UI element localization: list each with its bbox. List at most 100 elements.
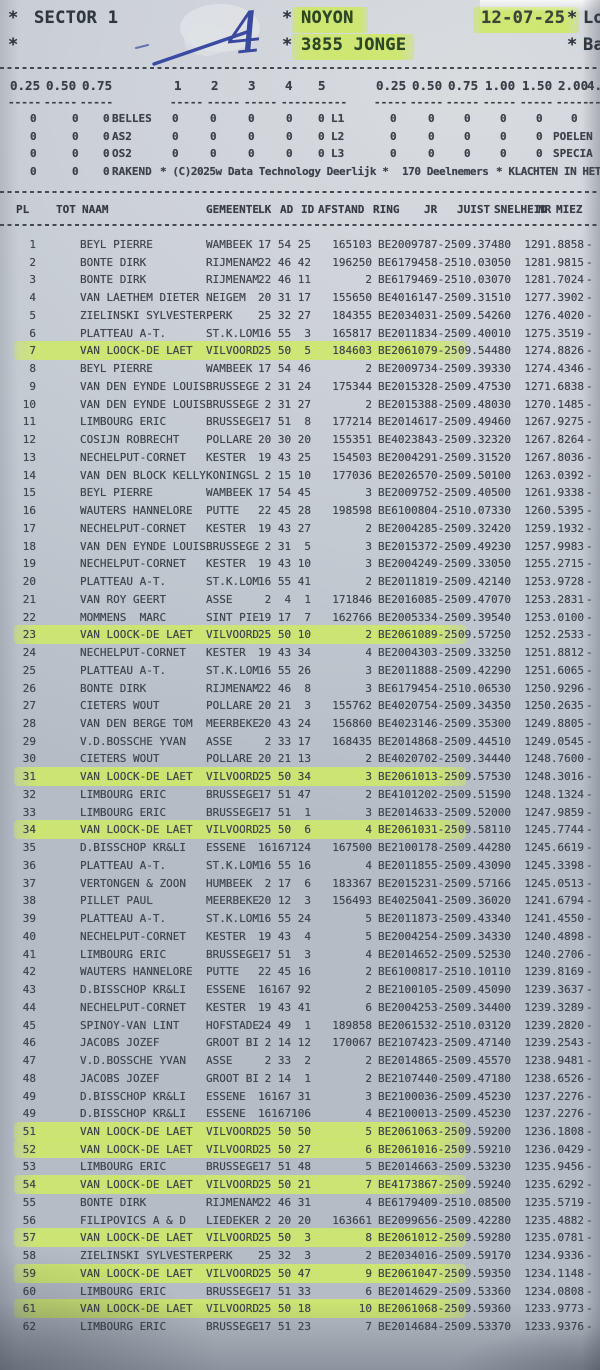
cell-lkadid: 17 54 45 bbox=[258, 486, 311, 500]
cell-gem: MEERBEKE bbox=[206, 894, 259, 908]
dash-group: ----- bbox=[556, 96, 590, 109]
cell-afstand: 3 bbox=[365, 805, 372, 819]
cell-naam: D.BISSCHOP KR&LI bbox=[80, 841, 186, 855]
cell-ring: BE4016147-25 bbox=[378, 291, 458, 305]
cell-snelheid: 1271.6838 bbox=[524, 379, 584, 393]
cell-miez: - bbox=[586, 628, 593, 642]
cell-pl: 61 bbox=[22, 1302, 36, 1316]
cell-ring: BE2061068-25 bbox=[378, 1302, 458, 1316]
cell-miez: - bbox=[586, 1054, 593, 1068]
cell-afstand: 3 bbox=[365, 663, 372, 677]
cell-naam: MOMMENS MARC bbox=[80, 610, 167, 624]
cell-gem: HOFSTADE bbox=[206, 1018, 259, 1032]
cell-snelheid: 1241.4550 bbox=[524, 912, 584, 926]
cell-ring: BE2061016-25 bbox=[378, 1142, 458, 1156]
cell-afstand: 2 bbox=[365, 273, 372, 287]
cell-pl: 38 bbox=[22, 894, 36, 908]
result-row: 30 CIETERS WOUT POLLARE 20 21 13 2 BE4020702-… bbox=[0, 750, 600, 768]
cell-ring: BE2107423-25 bbox=[378, 1036, 458, 1050]
cell-ring: BE2011873-25 bbox=[378, 912, 458, 926]
cell-pl: 1 bbox=[29, 238, 36, 251]
cell-snelheid: 1253.2831 bbox=[524, 592, 584, 606]
cell-juist: 09.39330 bbox=[458, 362, 511, 376]
cell-snelheid: 1277.3902 bbox=[524, 291, 584, 305]
cell-gem: BRUSSEGE bbox=[206, 947, 259, 961]
result-row: 10 VAN DEN EYNDE LOUIS BRUSSEGE 2 31 27 2 BE… bbox=[0, 396, 600, 414]
cell-miez: - bbox=[586, 681, 593, 695]
cell-gem: VILVOORD bbox=[206, 1266, 259, 1280]
cell-miez: - bbox=[586, 752, 593, 766]
cell-pl: 43 bbox=[22, 983, 36, 997]
cell-afstand: 2 bbox=[365, 575, 372, 589]
cell-afstand: 2 bbox=[365, 362, 372, 376]
cell-afstand: 2 bbox=[365, 787, 372, 801]
cell-pl: 22 bbox=[22, 610, 36, 624]
result-row: 38 PILLET PAUL MEERBEKE 20 12 3 156493 BE4025… bbox=[0, 892, 600, 910]
cell-pl: 58 bbox=[22, 1249, 36, 1263]
cell-ring: BE6179458-25 bbox=[378, 255, 458, 269]
stats-value: 0 bbox=[30, 129, 37, 143]
cell-gem: RIJMENAM bbox=[206, 1195, 259, 1209]
race-name: NOYON bbox=[301, 8, 354, 28]
cell-juist: 09.35300 bbox=[458, 716, 511, 730]
result-row: 37 VERTONGEN & ZOON HUMBEEK 2 17 6 183367 BE… bbox=[0, 875, 600, 893]
cell-lkadid: 20 31 17 bbox=[258, 291, 311, 305]
cell-gem: KESTER bbox=[206, 646, 246, 660]
cell-juist: 09.37480 bbox=[458, 238, 511, 251]
result-row: 27 CIETERS WOUT POLLARE 20 21 3 155762 BE4020… bbox=[0, 697, 600, 715]
result-row: 12 COSIJN ROBRECHT POLLARE 20 30 20 155351 BE… bbox=[0, 431, 600, 449]
cell-juist: 09.34440 bbox=[458, 752, 511, 766]
cell-lkadid: 25 50 47 bbox=[258, 1266, 311, 1280]
cell-gem: POLLARE bbox=[206, 433, 253, 447]
cell-lkadid: 2 15 10 bbox=[258, 468, 311, 482]
cell-snelheid: 1270.1485 bbox=[524, 397, 584, 411]
cell-gem: ASSE bbox=[206, 734, 233, 748]
cell-afstand: 2 bbox=[365, 1249, 372, 1263]
cell-lkadid: 20 21 3 bbox=[258, 699, 311, 713]
cell-afstand: 2 bbox=[365, 397, 372, 411]
cell-naam: ZIELINSKI SYLVESTER bbox=[80, 1249, 206, 1263]
cell-afstand: 2 bbox=[365, 752, 372, 766]
cell-juist: 09.40500 bbox=[458, 486, 511, 500]
cell-pl: 47 bbox=[22, 1054, 36, 1068]
cell-lkadid: 17 54 25 bbox=[258, 238, 311, 251]
stats-value: 0 bbox=[500, 147, 507, 161]
star-mark: * bbox=[8, 35, 19, 55]
cell-miez: - bbox=[586, 255, 593, 269]
stats-value: 0 bbox=[30, 147, 37, 161]
cell-miez: - bbox=[586, 858, 593, 872]
cell-lkadid: 19 43 25 bbox=[258, 450, 311, 464]
cell-juist: 09.32420 bbox=[458, 521, 511, 535]
cell-snelheid: 1239.8169 bbox=[524, 965, 584, 979]
cell-pl: 15 bbox=[22, 486, 36, 500]
cell-afstand: 177214 bbox=[332, 415, 372, 429]
cell-ring: BE6179454-25 bbox=[378, 681, 458, 695]
cell-pl: 37 bbox=[22, 876, 36, 890]
cell-lkadid: 2 31 5 bbox=[258, 539, 311, 553]
cell-naam: PLATTEAU A-T. bbox=[80, 663, 167, 677]
cell-snelheid: 1252.2533 bbox=[524, 628, 584, 642]
cell-pl: 13 bbox=[22, 450, 36, 464]
stats-value: 0 bbox=[72, 164, 79, 178]
cell-miez: - bbox=[586, 1231, 593, 1245]
result-row: 23 VAN LOOCK-DE LAET VILVOORD 25 50 10 2 BE20… bbox=[0, 625, 600, 644]
dash-group: ----- bbox=[8, 96, 42, 109]
cell-lkadid: 25 50 18 bbox=[258, 1302, 311, 1316]
cell-pl: 30 bbox=[22, 752, 36, 766]
cell-miez: - bbox=[586, 1000, 593, 1014]
cell-juist: 09.33050 bbox=[458, 557, 511, 571]
cell-lkadid: 2 33 17 bbox=[258, 734, 311, 748]
cell-naam: LIMBOURG ERIC bbox=[80, 805, 167, 819]
cell-afstand: 167500 bbox=[332, 841, 372, 855]
result-row: 40 NECHELPUT-CORNET KESTER 19 43 4 5 BE200425… bbox=[0, 928, 600, 946]
cell-lkadid: 25 50 10 bbox=[258, 628, 311, 642]
cell-gem: BRUSSEGE bbox=[206, 787, 259, 801]
dash-group: ----- bbox=[281, 96, 315, 109]
cell-naam: BONTE DIRK bbox=[80, 273, 147, 287]
cell-afstand: 5 bbox=[365, 1160, 372, 1174]
cell-naam: LIMBOURG ERIC bbox=[80, 1320, 167, 1334]
cell-miez: - bbox=[586, 273, 593, 287]
cell-snelheid: 1245.0513 bbox=[524, 876, 584, 890]
cell-juist: 09.42280 bbox=[458, 1213, 511, 1227]
cell-snelheid: 1267.8036 bbox=[524, 450, 584, 464]
